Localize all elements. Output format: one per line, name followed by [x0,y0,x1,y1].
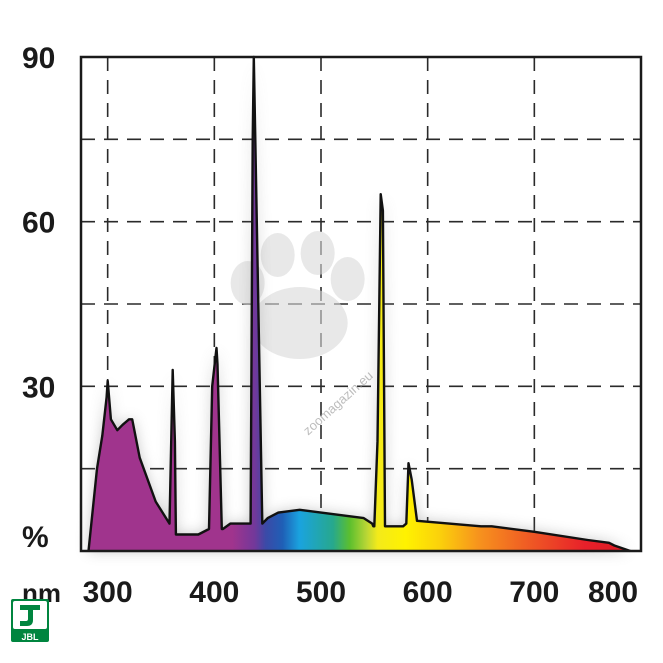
logo-hook-icon [20,605,40,626]
y-axis-ticks: 30 60 90 [22,42,55,404]
x-tick-label: 500 [296,576,346,609]
logo-text: JBL [21,632,39,642]
paw-toe-icon [230,261,265,306]
plot-frame [79,55,643,553]
y-axis-unit-label: % [22,521,49,554]
spectrum-area [88,57,631,551]
jbl-logo: JBL [11,599,49,642]
y-tick-label: 90 [22,42,55,75]
x-tick-label: 400 [189,576,239,609]
x-tick-label: 300 [83,576,133,609]
y-tick-label: 30 [22,371,55,404]
paw-toe-icon [330,257,365,302]
grid-lines [81,57,641,551]
x-tick-label: 700 [509,576,559,609]
y-tick-label: 60 [22,207,55,240]
paw-pad-icon [251,287,348,360]
x-axis-ticks: 300 400 500 600 700 800 [83,576,638,609]
paw-toe-icon [260,233,295,278]
x-tick-label: 600 [403,576,453,609]
spectrum-line [87,55,631,553]
x-tick-label: 800 [588,576,638,609]
paw-toe-icon [300,231,335,276]
